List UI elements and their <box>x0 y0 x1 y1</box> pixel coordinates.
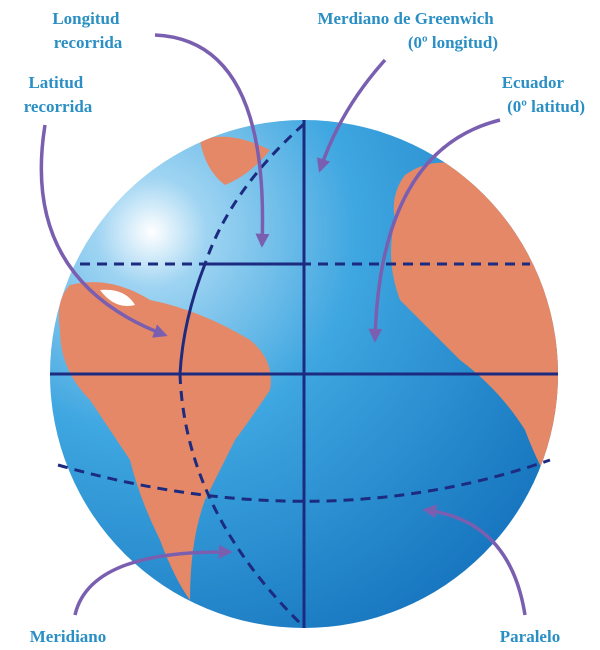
label: Meridiano <box>30 627 107 646</box>
meridian-lower <box>178 373 304 627</box>
meridian-upper <box>203 122 305 265</box>
label-line: Latitud <box>28 73 83 92</box>
label: Ecuador (0º latitud) <box>502 73 585 116</box>
label-line: (0º latitud) <box>507 97 585 116</box>
label-line: Longitud <box>52 9 120 28</box>
label-line: Meridiano <box>30 627 107 646</box>
arrows <box>39 33 527 616</box>
label: Merdiano de Greenwich (0º longitud) <box>317 9 498 52</box>
label-line: recorrida <box>54 33 123 52</box>
globe <box>50 120 558 628</box>
label: Latitud recorrida <box>24 73 93 116</box>
label-line: (0º longitud) <box>408 33 498 52</box>
label-line: Ecuador <box>502 73 565 92</box>
continents <box>58 136 558 600</box>
label: Paralelo <box>500 627 560 646</box>
label-line: Paralelo <box>500 627 560 646</box>
lower-parallel <box>57 458 551 503</box>
latitude-segment <box>178 263 207 375</box>
label-line: Merdiano de Greenwich <box>317 9 494 28</box>
label-line: recorrida <box>24 97 93 116</box>
label: Longitud recorrida <box>52 9 123 52</box>
